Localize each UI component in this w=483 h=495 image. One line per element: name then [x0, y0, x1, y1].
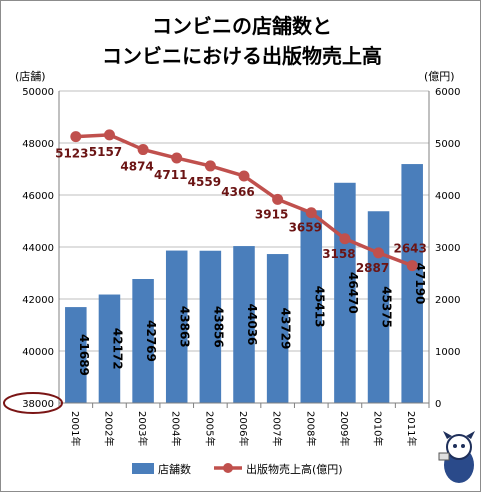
- baseline-highlight-ellipse: [3, 392, 63, 414]
- bar-2010年: [367, 211, 390, 403]
- left-axis-tick: 50000: [22, 87, 54, 98]
- x-axis-tick: 2011年: [405, 411, 418, 446]
- tick-labels: 38000 0 40000 1000 42000 2000 44000 3000 46000 40…: [3, 87, 460, 446]
- line-value-label: 3158: [322, 247, 355, 261]
- line-point-2009年: [339, 233, 351, 245]
- bar-value-label: 43729: [279, 308, 293, 350]
- x-axis-tick: 2008年: [304, 411, 317, 446]
- bar-value-label: 43856: [211, 306, 225, 348]
- line-value-label: 2887: [356, 261, 389, 275]
- chart-title-line-2: コンビニにおける出版物売上高: [102, 44, 382, 68]
- right-axis-tick: 3000: [435, 243, 460, 254]
- x-axis-tick: 2001年: [69, 411, 82, 446]
- legend: 店舗数 出版物売上高(億円): [132, 431, 475, 483]
- bar-2005年: [199, 250, 222, 403]
- line-point-2002年: [103, 129, 115, 141]
- left-axis-tick: 44000: [22, 243, 54, 254]
- line-value-label: 3659: [289, 221, 322, 235]
- x-axis-tick: 2004年: [170, 411, 183, 446]
- bar-value-label: 41689: [77, 334, 91, 376]
- left-axis-tick: 40000: [22, 347, 54, 358]
- right-axis-tick: 6000: [435, 87, 460, 98]
- bar-2006年: [233, 246, 255, 403]
- bar-2008年: [300, 210, 323, 403]
- chart-title-line-1: コンビニの店舗数と: [152, 14, 332, 38]
- legend-line-marker: [223, 463, 233, 473]
- bar-value-label: 42769: [144, 320, 158, 362]
- left-axis-tick: 48000: [22, 139, 54, 150]
- bar-2001年: [65, 307, 87, 403]
- bar-series: 41689 42172 42769 43863 43856 44036 43729 45413…: [65, 164, 427, 403]
- legend-bar-label: 店舗数: [158, 462, 191, 476]
- left-axis-tick: 42000: [22, 295, 54, 306]
- right-axis-tick: 2000: [435, 295, 460, 306]
- line-point-2007年: [272, 193, 284, 205]
- mascot-eye: [461, 444, 465, 448]
- left-axis-tick: 38000: [22, 399, 54, 410]
- mascot-illustration: [438, 431, 475, 483]
- right-axis-tick: 5000: [435, 139, 460, 150]
- bar-value-label: 43863: [178, 306, 192, 348]
- x-axis-tick: 2007年: [271, 411, 284, 446]
- sales-line: [75, 133, 413, 268]
- mascot-eye: [453, 444, 457, 448]
- line-point-2004年: [171, 152, 183, 164]
- line-point-2003年: [137, 144, 149, 156]
- x-axis-tick: 2006年: [237, 411, 250, 446]
- line-point-2011年: [406, 260, 418, 272]
- x-axis-tick: 2005年: [203, 411, 216, 446]
- line-value-label: 5157: [89, 145, 122, 159]
- legend-line-label: 出版物売上高(億円): [246, 462, 343, 476]
- bar-2002年: [98, 294, 121, 403]
- x-axis-tick: 2010年: [372, 411, 385, 446]
- bar-2004年: [165, 250, 188, 403]
- line-point-2010年: [373, 247, 385, 259]
- line-value-label: 2643: [393, 242, 426, 256]
- bar-value-label: 47190: [413, 263, 427, 305]
- bar-value-label: 45375: [380, 286, 394, 328]
- line-value-label: 5123: [55, 147, 88, 161]
- line-value-label: 3915: [255, 207, 288, 221]
- mascot-head: [446, 434, 472, 460]
- bar-value-label: 45413: [312, 286, 326, 328]
- line-point-2008年: [305, 207, 317, 219]
- line-point-2006年: [238, 170, 250, 182]
- x-axis-tick: 2002年: [102, 411, 115, 446]
- bar-2011年: [401, 164, 423, 403]
- bar-value-label: 44036: [245, 304, 259, 346]
- left-axis-tick: 46000: [22, 191, 54, 202]
- bar-2007年: [266, 254, 289, 403]
- bar-value-label: 42172: [110, 328, 124, 370]
- mascot-ears: [443, 431, 475, 439]
- mascot-book: [438, 452, 450, 461]
- line-point-2001年: [70, 131, 82, 143]
- bar-2003年: [132, 279, 154, 403]
- right-axis-unit: (億円): [424, 70, 455, 83]
- right-axis-tick: 1000: [435, 347, 460, 358]
- axes: [58, 91, 430, 408]
- line-value-label: 4874: [120, 160, 153, 174]
- line-point-2005年: [204, 160, 216, 172]
- legend-bar-swatch: [132, 463, 154, 474]
- x-axis-tick: 2003年: [136, 411, 149, 446]
- x-axis-tick: 2009年: [338, 411, 351, 446]
- line-value-label: 4711: [154, 168, 187, 182]
- right-axis-tick: 0: [435, 399, 441, 410]
- right-axis-tick: 4000: [435, 191, 460, 202]
- line-value-label: 4559: [188, 175, 221, 189]
- left-axis-unit: (店舗): [15, 69, 46, 83]
- bar-value-label: 46470: [346, 272, 360, 314]
- line-value-label: 4366: [221, 185, 254, 199]
